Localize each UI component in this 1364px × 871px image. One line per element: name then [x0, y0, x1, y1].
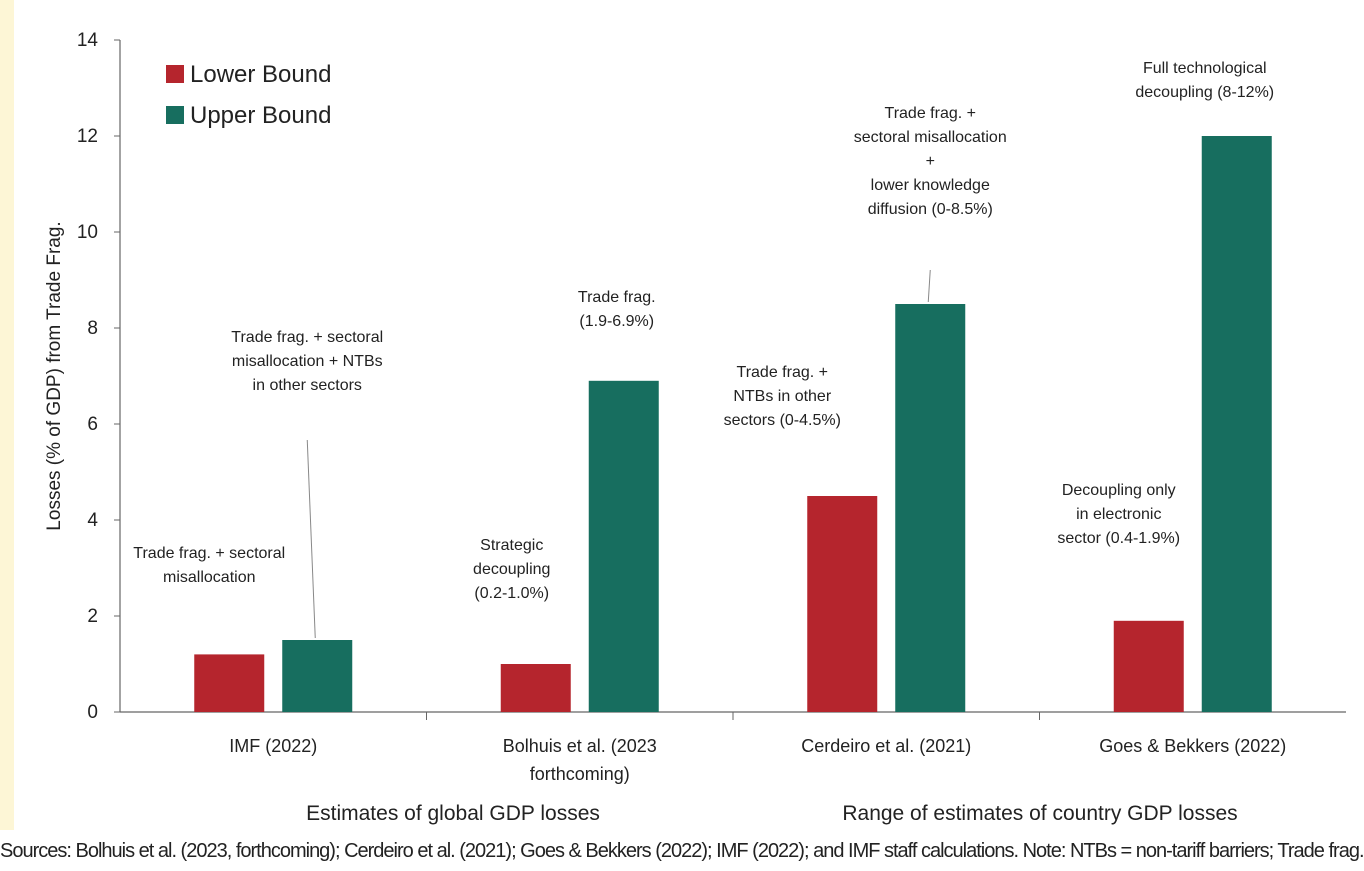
y-tick-label-0: 0 [87, 702, 98, 723]
y-axis-label: Losses (% of GDP) from Trade Frag. [44, 221, 65, 530]
category-label-imf-2022: IMF (2022) [229, 736, 317, 756]
group-label-global: Estimates of global GDP losses [306, 802, 600, 825]
annotation-leader-5 [927, 269, 931, 303]
annotation-3: Trade frag. (1.9-6.9%) [578, 289, 656, 330]
legend: Lower Bound Upper Bound [166, 61, 331, 129]
group-label-country: Range of estimates of country GDP losses [842, 802, 1237, 825]
y-tick-label-4: 4 [87, 510, 98, 531]
legend-swatch-upper-bound [166, 106, 184, 124]
bar-lower-bound-imf-2022 [194, 654, 265, 712]
bar-upper-bound-cerdeiro-et-al-2021 [895, 304, 966, 712]
bar-lower-bound-bolhuis-et-al-2023 [500, 664, 571, 712]
y-tick-label-8: 8 [87, 318, 98, 339]
footer-caption: Sources: Bolhuis et al. (2023, forthcomi… [0, 840, 1364, 862]
legend-swatch-lower-bound [166, 65, 184, 83]
annotation-7: Full technological decoupling (8-12%) [1135, 60, 1274, 101]
category-label-goes-bekkers-2022: Goes & Bekkers (2022) [1099, 736, 1286, 756]
annotation-leader-lines [306, 269, 931, 639]
legend-label-upper-bound: Upper Bound [190, 102, 331, 129]
y-tick-label-10: 10 [77, 222, 98, 243]
y-tick-label-6: 6 [87, 414, 98, 435]
annotations: Trade frag. + sectoral misallocation Trade… [133, 60, 1274, 602]
bar-chart: Losses (% of GDP) from Trade Frag. 0 2 4 6 8… [44, 30, 1346, 825]
annotation-5: Trade frag. + sectoral misallocation + lowe… [854, 105, 1007, 218]
category-label-bolhuis-et-al-2023: Bolhuis et al. (2023 forthcoming) [503, 736, 657, 784]
bar-lower-bound-cerdeiro-et-al-2021 [807, 496, 878, 712]
annotation-2: Strategic decoupling (0.2-1.0%) [473, 537, 550, 602]
bar-upper-bound-goes-bekkers-2022 [1201, 136, 1272, 712]
y-tick-label-12: 12 [77, 126, 98, 147]
annotation-0: Trade frag. + sectoral misallocation [133, 545, 285, 586]
y-tick-label-14: 14 [77, 30, 99, 51]
annotation-4: Trade frag. + NTBs in other sectors (0-4.5… [724, 364, 841, 429]
bars [194, 136, 1272, 720]
y-tick-label-2: 2 [87, 606, 98, 627]
page-edge-strip [0, 0, 14, 830]
annotation-1: Trade frag. + sectoral misallocation + NT… [231, 329, 383, 394]
annotation-6: Decoupling only in electronic sector (0.4-… [1057, 482, 1180, 547]
legend-label-lower-bound: Lower Bound [190, 61, 331, 88]
bar-lower-bound-goes-bekkers-2022 [1113, 620, 1184, 712]
category-label-cerdeiro-et-al-2021: Cerdeiro et al. (2021) [801, 736, 971, 756]
annotation-leader-1 [306, 439, 316, 639]
bar-upper-bound-imf-2022 [282, 640, 353, 712]
y-ticks: 0 2 4 6 8 10 12 14 [77, 30, 120, 723]
bar-upper-bound-bolhuis-et-al-2023 [588, 380, 659, 712]
category-labels: IMF (2022) Bolhuis et al. (2023 forthcomin… [229, 736, 1286, 784]
